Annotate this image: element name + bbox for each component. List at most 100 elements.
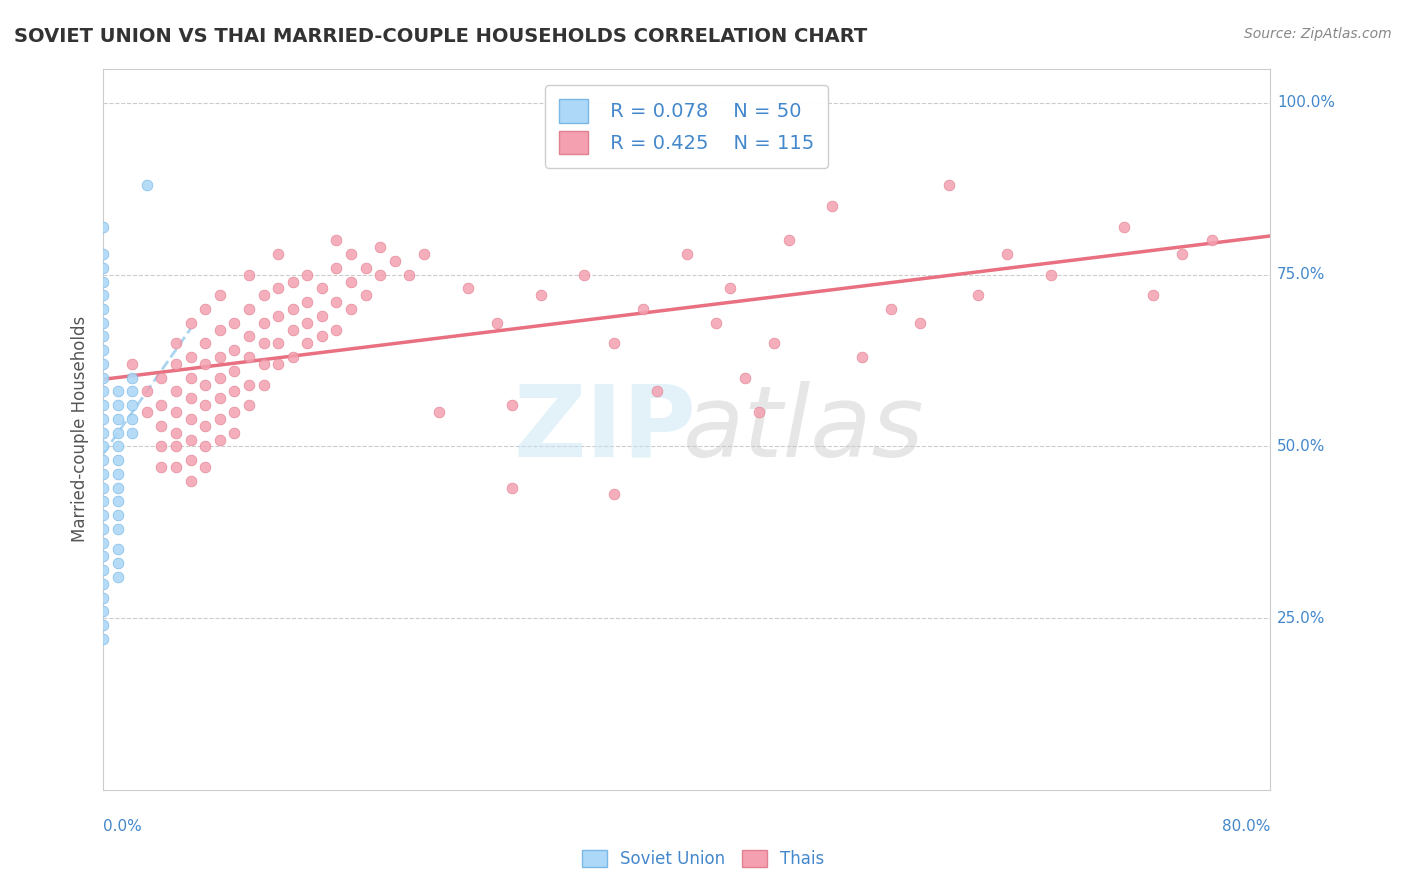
Point: [208, 433, 231, 447]
Point: [91, 467, 114, 481]
Text: 0.0%: 0.0%: [103, 819, 142, 834]
Point: [398, 268, 420, 282]
Point: [91, 591, 114, 605]
Point: [267, 336, 290, 351]
Point: [165, 405, 187, 419]
Point: [91, 343, 114, 358]
Text: 100.0%: 100.0%: [1277, 95, 1336, 111]
Point: [107, 508, 129, 522]
Point: [194, 460, 217, 475]
Point: [121, 398, 143, 412]
Point: [91, 522, 114, 536]
Point: [150, 370, 173, 384]
Point: [457, 281, 479, 295]
Point: [340, 247, 363, 261]
Point: [224, 384, 246, 399]
Point: [224, 405, 246, 419]
Point: [368, 268, 391, 282]
Point: [267, 309, 290, 323]
Point: [107, 481, 129, 495]
Point: [718, 281, 741, 295]
Point: [91, 247, 114, 261]
Point: [908, 316, 931, 330]
Point: [1201, 233, 1223, 247]
Point: [252, 357, 274, 371]
Point: [238, 350, 260, 364]
Point: [224, 425, 246, 440]
Point: [224, 343, 246, 358]
Text: atlas: atlas: [682, 381, 924, 478]
Point: [208, 370, 231, 384]
Point: [485, 316, 508, 330]
Point: [91, 535, 114, 549]
Point: [91, 316, 114, 330]
Point: [238, 329, 260, 343]
Point: [1171, 247, 1194, 261]
Point: [354, 260, 377, 275]
Point: [91, 357, 114, 371]
Point: [413, 247, 436, 261]
Point: [194, 439, 217, 453]
Point: [238, 377, 260, 392]
Point: [325, 233, 347, 247]
Point: [180, 316, 202, 330]
Point: [997, 247, 1019, 261]
Point: [91, 260, 114, 275]
Point: [91, 301, 114, 316]
Text: Source: ZipAtlas.com: Source: ZipAtlas.com: [1244, 27, 1392, 41]
Point: [208, 323, 231, 337]
Point: [224, 364, 246, 378]
Point: [107, 467, 129, 481]
Point: [851, 350, 873, 364]
Point: [311, 329, 333, 343]
Point: [121, 412, 143, 426]
Point: [91, 439, 114, 453]
Point: [91, 576, 114, 591]
Point: [121, 425, 143, 440]
Point: [748, 405, 770, 419]
Point: [194, 357, 217, 371]
Point: [194, 377, 217, 392]
Text: 75.0%: 75.0%: [1277, 267, 1326, 282]
Point: [91, 425, 114, 440]
Point: [325, 260, 347, 275]
Point: [91, 219, 114, 234]
Point: [252, 316, 274, 330]
Point: [281, 323, 304, 337]
Text: 80.0%: 80.0%: [1222, 819, 1270, 834]
Point: [208, 350, 231, 364]
Point: [325, 295, 347, 310]
Point: [135, 178, 157, 193]
Point: [180, 412, 202, 426]
Point: [165, 460, 187, 475]
Point: [880, 301, 903, 316]
Point: [340, 275, 363, 289]
Point: [180, 370, 202, 384]
Point: [530, 288, 553, 302]
Point: [427, 405, 450, 419]
Point: [107, 570, 129, 584]
Point: [107, 522, 129, 536]
Point: [107, 542, 129, 557]
Point: [297, 295, 319, 310]
Text: SOVIET UNION VS THAI MARRIED-COUPLE HOUSEHOLDS CORRELATION CHART: SOVIET UNION VS THAI MARRIED-COUPLE HOUS…: [14, 27, 868, 45]
Point: [91, 370, 114, 384]
Point: [252, 336, 274, 351]
Point: [297, 316, 319, 330]
Point: [238, 268, 260, 282]
Point: [165, 357, 187, 371]
Point: [194, 336, 217, 351]
Point: [91, 412, 114, 426]
Point: [194, 418, 217, 433]
Y-axis label: Married-couple Households: Married-couple Households: [72, 316, 89, 542]
Point: [281, 301, 304, 316]
Point: [180, 433, 202, 447]
Text: 50.0%: 50.0%: [1277, 439, 1326, 454]
Point: [704, 316, 727, 330]
Point: [1040, 268, 1063, 282]
Point: [165, 336, 187, 351]
Point: [281, 275, 304, 289]
Point: [647, 384, 669, 399]
Point: [150, 418, 173, 433]
Point: [107, 425, 129, 440]
